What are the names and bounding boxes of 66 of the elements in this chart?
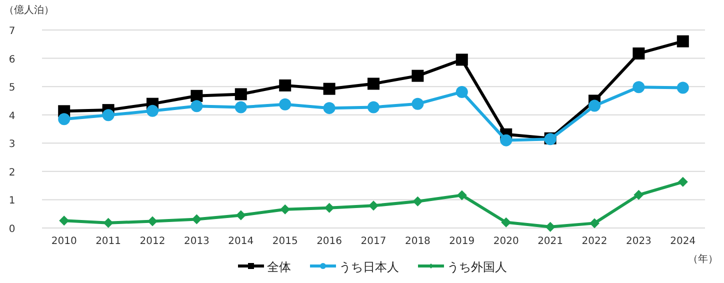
x-tick-label: 2022	[582, 236, 608, 247]
point	[632, 47, 645, 60]
point	[412, 70, 424, 82]
y-tick-label: 4	[8, 110, 16, 122]
point	[323, 102, 336, 114]
point	[368, 101, 380, 114]
point	[280, 204, 290, 214]
y-tick-label: 6	[8, 54, 16, 66]
point	[590, 218, 600, 228]
point	[632, 81, 645, 94]
point	[456, 86, 468, 98]
x-tick-label: 2016	[316, 236, 342, 247]
point	[368, 78, 380, 90]
point	[678, 176, 688, 187]
point	[236, 210, 246, 220]
point	[412, 98, 424, 110]
point	[500, 134, 512, 146]
x-tick-label: 2024	[670, 236, 696, 247]
point	[676, 35, 689, 48]
y-tick-label: 7	[8, 26, 16, 37]
point	[279, 79, 292, 92]
point	[234, 88, 247, 100]
y-tick-label: 5	[8, 82, 16, 94]
point	[102, 109, 114, 122]
legend-label: 全体	[267, 260, 291, 274]
point	[192, 214, 202, 224]
x-tick-label: 2021	[538, 236, 564, 247]
point	[234, 101, 247, 114]
point	[146, 104, 158, 117]
point	[412, 196, 423, 206]
point	[456, 190, 467, 200]
x-tick-label: 2023	[626, 236, 652, 247]
point	[324, 202, 334, 213]
x-tick-label: 2010	[51, 236, 77, 247]
x-tick-label: 2014	[228, 236, 254, 247]
point	[634, 190, 644, 200]
point	[456, 54, 468, 66]
y-tick-label: 3	[8, 139, 16, 150]
point	[190, 90, 203, 102]
point	[103, 218, 114, 228]
point	[279, 98, 292, 110]
y-tick-label: 2	[8, 167, 16, 178]
point	[368, 200, 378, 211]
x-tick-label: 2011	[96, 236, 122, 247]
y-tick-label: 0	[8, 224, 16, 235]
x-tick-label: 2018	[404, 236, 430, 247]
point	[545, 222, 556, 232]
x-tick-label: 2017	[360, 236, 386, 247]
x-tick-label: 2012	[140, 236, 166, 247]
point	[148, 216, 158, 226]
point	[323, 82, 336, 95]
point	[676, 82, 689, 94]
x-axis-title: （年）	[688, 253, 718, 265]
point	[58, 113, 70, 126]
x-tick-label: 2019	[449, 236, 475, 247]
y-axis-title: （億人泊）	[4, 4, 54, 16]
point	[59, 216, 70, 226]
point	[501, 217, 512, 228]
y-tick-label: 1	[8, 196, 16, 207]
x-tick-label: 2013	[184, 236, 210, 247]
legend-label: うち日本人	[339, 260, 399, 274]
point	[190, 100, 203, 112]
x-tick-label: 2020	[493, 236, 519, 247]
legend-label: うち外国人	[447, 260, 507, 274]
point	[588, 100, 600, 112]
x-tick-label: 2015	[272, 236, 298, 247]
